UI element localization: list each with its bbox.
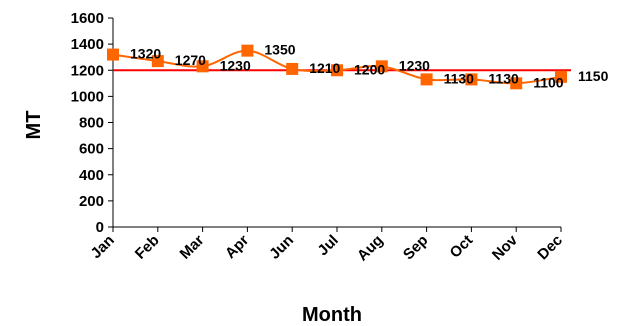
- data-point-marker: [107, 48, 119, 61]
- data-label: 1320: [130, 46, 161, 62]
- data-point-marker: [196, 60, 209, 73]
- x-tick-label: Mar: [177, 232, 208, 263]
- y-tick-label: 200: [79, 193, 104, 210]
- data-label: 1130: [444, 70, 475, 86]
- data-label: 1130: [488, 70, 519, 86]
- data-point-marker: [286, 62, 299, 75]
- data-labels: 1320 1270 1230 1350 1210 1200 1230 1130 1130 1100…: [130, 42, 609, 91]
- x-tick-label: Jan: [88, 232, 118, 262]
- data-label: 1210: [309, 60, 340, 76]
- x-tick-label: Jul: [314, 232, 341, 259]
- y-tick-label: 1400: [71, 36, 104, 53]
- data-label: 1270: [175, 52, 206, 68]
- y-tick-label: 400: [79, 167, 104, 184]
- y-tick-label: 1000: [71, 88, 104, 105]
- data-point-marker: [465, 73, 478, 86]
- x-tick-label: Feb: [132, 232, 163, 263]
- x-tick-label: Nov: [489, 231, 522, 264]
- y-tick-label: 600: [79, 141, 104, 158]
- x-tick-label: Apr: [222, 232, 252, 262]
- data-label: 1350: [264, 42, 295, 58]
- y-tick-label: 800: [79, 115, 104, 132]
- y-tick-label: 1600: [71, 10, 104, 27]
- x-tick-label: Oct: [447, 232, 477, 262]
- y-tick-label: 1200: [71, 62, 104, 79]
- data-point-marker: [151, 55, 164, 68]
- series-markers: [107, 44, 567, 90]
- data-point-marker: [241, 44, 254, 57]
- data-label: 1200: [354, 61, 385, 77]
- y-axis-ticks: 0 200 400 600 800 1000 1200 1400 1600: [71, 10, 113, 236]
- x-tick-label: Aug: [354, 232, 387, 265]
- y-tick-label: 0: [96, 219, 104, 236]
- x-tick-label: Jun: [266, 232, 297, 263]
- x-axis-title: Month: [302, 304, 362, 326]
- data-point-marker: [375, 60, 388, 73]
- data-label: 1100: [533, 74, 564, 90]
- x-tick-label: Sep: [400, 232, 431, 263]
- data-point-marker: [555, 70, 567, 83]
- y-axis-title: MT: [23, 111, 45, 140]
- x-tick-label: Dec: [534, 232, 565, 263]
- data-point-marker: [510, 77, 523, 90]
- data-point-marker: [420, 73, 433, 86]
- x-axis-ticks: Jan Feb Mar Apr Jun Jul Aug Sep Oct Nov Dec: [88, 227, 566, 264]
- data-label: 1230: [399, 57, 430, 73]
- data-label: 1230: [220, 57, 251, 73]
- data-label: 1150: [578, 68, 609, 84]
- data-point-marker: [331, 64, 343, 77]
